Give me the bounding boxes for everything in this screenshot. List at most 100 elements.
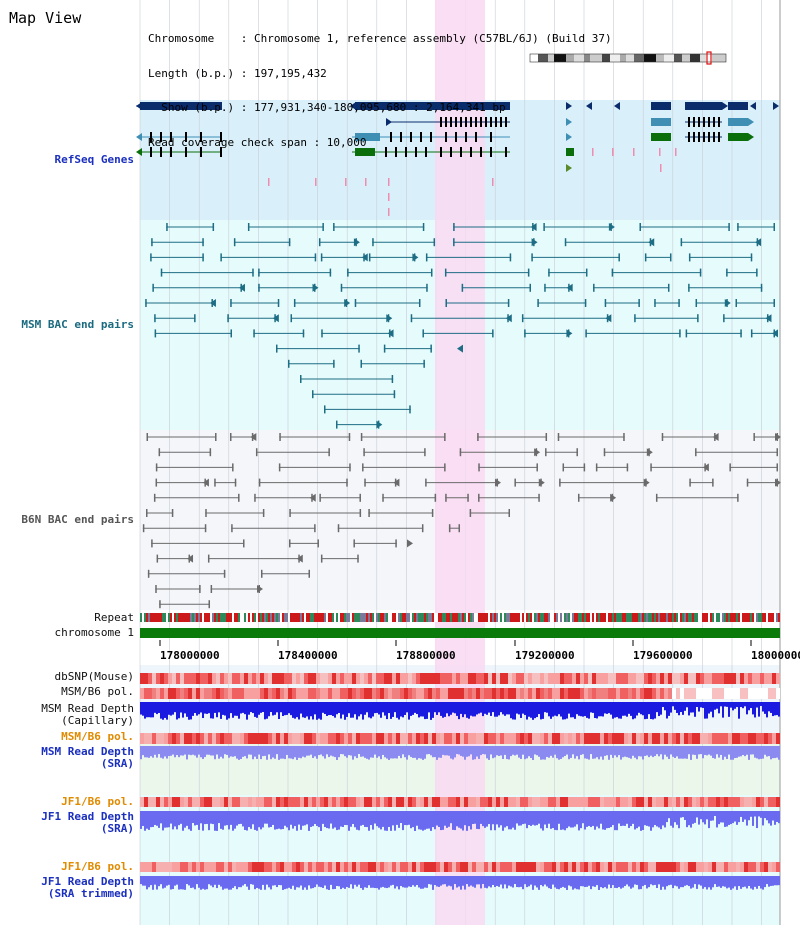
depth-bar — [614, 811, 616, 831]
depth-bar — [296, 702, 298, 718]
gene-small — [345, 178, 347, 186]
depth-bar — [768, 811, 770, 824]
depth-bar — [240, 876, 242, 888]
track-label-jf1-b6-pol-trim[interactable]: JF1/B6 pol. — [61, 860, 134, 873]
depth-bar — [592, 702, 594, 713]
track-label-msm-b6-pol-sra[interactable]: MSM/B6 pol. — [61, 730, 134, 743]
heat-cell — [524, 673, 528, 684]
heat-cell — [412, 797, 416, 807]
heat-cell — [628, 733, 632, 744]
heat-cell — [140, 673, 144, 684]
depth-bar — [738, 876, 740, 887]
depth-bar — [158, 746, 160, 755]
repeat-segment — [512, 613, 514, 622]
depth-bar — [242, 811, 244, 827]
track-label-msm-b6-pol[interactable]: MSM/B6 pol. — [61, 685, 134, 698]
depth-bar — [668, 702, 670, 716]
depth-bar — [450, 746, 452, 759]
bac-end — [661, 433, 664, 441]
bac-end — [324, 405, 326, 414]
depth-bar — [458, 702, 460, 720]
depth-bar — [496, 702, 498, 717]
bac-end — [293, 299, 296, 307]
depth-bar — [458, 746, 460, 755]
depth-bar — [286, 746, 288, 755]
depth-bar — [428, 746, 430, 755]
depth-bar — [650, 746, 652, 756]
track-label-jf1-depth-trim[interactable]: JF1 Read Depth — [41, 875, 134, 888]
depth-bar — [360, 811, 362, 826]
track-label-msm-depth-cap-sub: (Capillary) — [61, 714, 134, 727]
depth-bar — [196, 811, 198, 825]
heat-cell — [740, 797, 744, 807]
heat-cell — [360, 797, 364, 807]
heat-cell — [260, 862, 264, 872]
track-label-refseq[interactable]: RefSeq Genes — [54, 153, 134, 166]
bac-end — [302, 329, 305, 338]
depth-bar — [688, 876, 690, 887]
depth-bar — [714, 746, 716, 759]
depth-bar — [446, 811, 448, 828]
heat-cell — [664, 733, 668, 744]
track-label-dbsnp[interactable]: dbSNP(Mouse) — [54, 670, 134, 683]
depth-bar — [396, 811, 398, 825]
repeat-segment — [666, 613, 668, 622]
heat-cell — [388, 733, 392, 744]
heat-cell — [744, 862, 748, 872]
heat-cell — [676, 733, 680, 744]
depth-bar — [226, 746, 228, 755]
heat-cell — [596, 733, 600, 744]
depth-bar — [288, 811, 290, 831]
track-label-jf1-depth[interactable]: JF1 Read Depth — [41, 810, 134, 823]
depth-bar — [764, 811, 766, 819]
track-label-msm-depth-sra[interactable]: MSM Read Depth — [41, 745, 134, 758]
depth-bar — [228, 746, 230, 758]
depth-bar — [544, 746, 546, 760]
depth-bar — [140, 702, 142, 715]
heat-cell — [424, 797, 428, 807]
bac-end — [288, 238, 291, 247]
heat-cell — [400, 797, 404, 807]
depth-bar — [336, 746, 338, 760]
heat-cell — [304, 797, 308, 807]
strand-arrow — [566, 133, 572, 141]
depth-bar — [646, 746, 648, 756]
heat-cell — [672, 733, 676, 744]
heat-cell — [332, 797, 336, 807]
repeat-segment — [590, 613, 592, 622]
heat-cell — [672, 797, 676, 807]
heat-cell — [672, 862, 676, 872]
depth-bar — [160, 811, 162, 824]
depth-bar — [658, 746, 660, 757]
gene-small — [388, 193, 390, 201]
heat-cell — [740, 733, 744, 744]
depth-bar — [778, 702, 780, 717]
depth-bar — [692, 746, 694, 755]
track-label-msm-bac[interactable]: MSM BAC end pairs — [21, 318, 134, 331]
depth-bar — [204, 876, 206, 890]
depth-bar — [558, 746, 560, 760]
depth-bar — [348, 746, 350, 756]
repeat-segment — [282, 613, 284, 622]
depth-bar — [524, 746, 526, 760]
depth-bar — [410, 746, 412, 757]
track-label-b6n-bac[interactable]: B6N BAC end pairs — [21, 513, 134, 526]
heat-cell — [144, 673, 148, 684]
depth-bar — [238, 702, 240, 719]
depth-bar — [678, 702, 680, 716]
depth-bar — [426, 746, 428, 755]
heat-cell — [292, 688, 296, 699]
depth-bar — [340, 811, 342, 827]
bac-end — [166, 223, 168, 231]
depth-bar — [468, 811, 470, 827]
track-label-repeat[interactable]: Repeat — [94, 611, 134, 624]
repeat-segment — [228, 613, 230, 622]
depth-bar — [312, 876, 314, 889]
track-label-jf1-b6-pol[interactable]: JF1/B6 pol. — [61, 795, 134, 808]
depth-bar — [240, 746, 242, 760]
depth-bar — [226, 876, 228, 889]
heat-cell — [360, 673, 364, 684]
depth-bar — [332, 811, 334, 829]
track-label-msm-depth-cap[interactable]: MSM Read Depth — [41, 702, 134, 715]
